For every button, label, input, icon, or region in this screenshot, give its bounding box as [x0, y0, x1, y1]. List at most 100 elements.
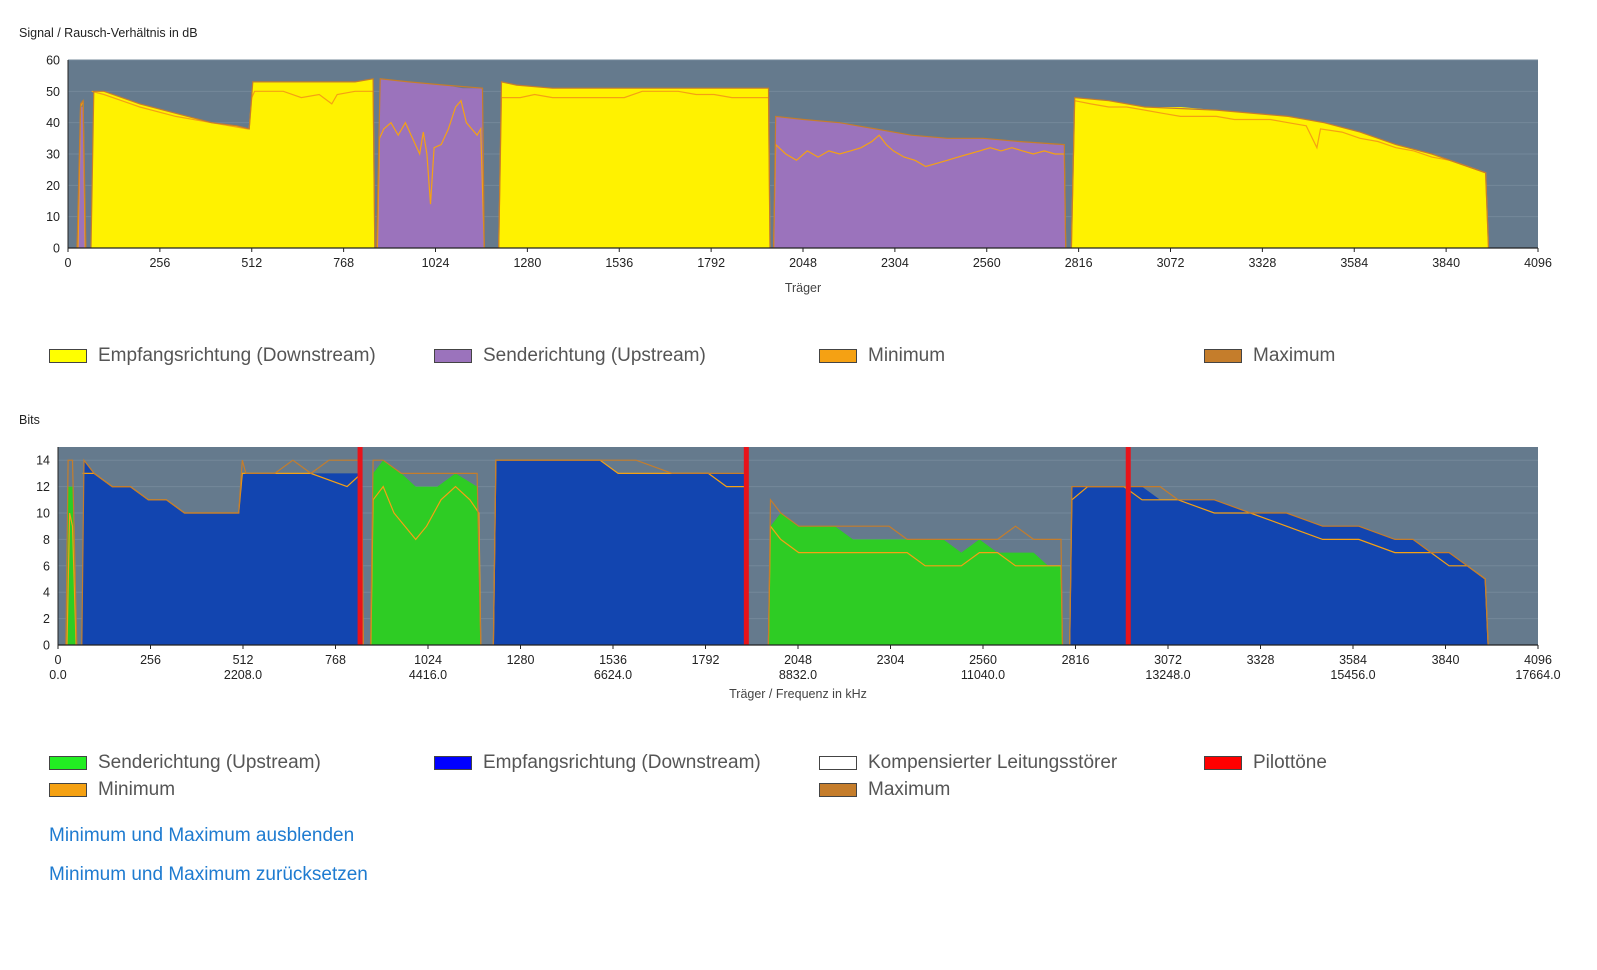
legend-item-minimum[interactable]: Minimum [819, 345, 945, 367]
legend-item-compensated-interference[interactable]: Kompensierter Leitungsstörer [819, 752, 1117, 774]
x-tick-label: 2048 [789, 256, 817, 270]
pilot-tone-marker [743, 447, 749, 645]
x-tick-label: 1536 [605, 256, 633, 270]
x-freq-tick-label: 2208.0 [224, 668, 262, 682]
legend-item-upstream[interactable]: Senderichtung (Upstream) [49, 752, 321, 774]
series-line [767, 498, 1064, 646]
legend-item-maximum[interactable]: Maximum [1204, 345, 1335, 367]
x-tick-label: 2816 [1062, 653, 1090, 667]
snr-legend: Empfangsrichtung (Downstream) Sendericht… [49, 345, 1369, 369]
legend-item-minimum[interactable]: Minimum [49, 779, 175, 801]
bits-chart-ylabel: Bits [19, 413, 40, 427]
y-tick-label: 12 [36, 480, 50, 494]
x-tick-label: 2048 [784, 653, 812, 667]
x-tick-label: 3840 [1432, 256, 1460, 270]
y-tick-label: 0 [53, 242, 60, 256]
series-line [66, 512, 77, 646]
series-area [370, 460, 481, 645]
series-line [498, 81, 771, 249]
legend-label: Senderichtung (Upstream) [98, 752, 321, 773]
x-tick-label: 2560 [973, 256, 1001, 270]
series-area [376, 78, 485, 248]
y-tick-label: 10 [46, 210, 60, 224]
x-axis-label: Träger / Frequenz in kHz [729, 687, 867, 701]
legend-swatch [434, 756, 472, 770]
x-freq-tick-label: 17664.0 [1515, 668, 1560, 682]
y-tick-label: 0 [43, 639, 50, 653]
legend-swatch [1204, 349, 1242, 363]
x-tick-label: 256 [140, 653, 161, 667]
series-line [1070, 99, 1490, 249]
series-line [369, 459, 482, 646]
series-area [1069, 486, 1489, 645]
series-area [1071, 97, 1489, 248]
reset-minmax-link[interactable]: Minimum und Maximum zurücksetzen [49, 864, 368, 885]
x-tick-label: 256 [149, 256, 170, 270]
series-line [81, 458, 364, 646]
series-line [498, 90, 771, 249]
x-freq-tick-label: 6624.0 [594, 668, 632, 682]
series-area [493, 460, 747, 645]
x-tick-label: 1792 [692, 653, 720, 667]
legend-label: Pilottöne [1253, 752, 1327, 773]
legend-item-maximum[interactable]: Maximum [819, 779, 950, 801]
hide-minmax-link[interactable]: Minimum und Maximum ausblenden [49, 825, 355, 846]
series-area [773, 116, 1066, 249]
x-tick-label: 3328 [1247, 653, 1275, 667]
series-line [376, 99, 485, 249]
series-line [767, 524, 1064, 646]
y-tick-label: 14 [36, 454, 50, 468]
x-tick-label: 3072 [1154, 653, 1182, 667]
legend-swatch [1204, 756, 1242, 770]
legend-label: Kompensierter Leitungsstörer [868, 752, 1118, 773]
x-tick-label: 1024 [414, 653, 442, 667]
legend-swatch [819, 349, 857, 363]
x-tick-label: 0 [55, 653, 62, 667]
bits-legend: Senderichtung (Upstream) Empfangsrichtun… [49, 752, 1369, 802]
x-freq-tick-label: 15456.0 [1330, 668, 1375, 682]
legend-swatch [49, 783, 87, 797]
legend-item-downstream[interactable]: Empfangsrichtung (Downstream) [49, 345, 376, 367]
y-tick-label: 10 [36, 507, 50, 521]
legend-swatch [819, 756, 857, 770]
series-area [91, 78, 375, 248]
series-line [773, 115, 1067, 249]
series-line [773, 134, 1067, 249]
x-tick-label: 2304 [881, 256, 909, 270]
x-tick-label: 3584 [1340, 256, 1368, 270]
series-line [1070, 96, 1490, 249]
legend-label: Empfangsrichtung (Downstream) [98, 345, 376, 366]
legend-item-pilot-tones[interactable]: Pilottöne [1204, 752, 1327, 774]
legend-label: Empfangsrichtung (Downstream) [483, 752, 761, 773]
x-tick-label: 1280 [513, 256, 541, 270]
series-line [376, 78, 485, 249]
legend-swatch [49, 756, 87, 770]
series-line [492, 459, 748, 646]
series-area [768, 513, 1063, 645]
y-tick-label: 40 [46, 116, 60, 130]
legend-label: Maximum [868, 779, 951, 800]
y-tick-label: 2 [43, 612, 50, 626]
x-freq-tick-label: 8832.0 [779, 668, 817, 682]
x-tick-label: 1280 [507, 653, 535, 667]
x-tick-label: 512 [233, 653, 254, 667]
snr-chart-ylabel: Signal / Rausch-Verhältnis in dB [19, 26, 198, 40]
series-area [81, 460, 364, 645]
x-tick-label: 3584 [1339, 653, 1367, 667]
legend-label: Senderichtung (Upstream) [483, 345, 706, 366]
x-tick-label: 1792 [697, 256, 725, 270]
x-tick-label: 3072 [1157, 256, 1185, 270]
legend-item-downstream[interactable]: Empfangsrichtung (Downstream) [434, 752, 761, 774]
legend-swatch [434, 349, 472, 363]
series-line [65, 459, 78, 646]
x-freq-tick-label: 4416.0 [409, 668, 447, 682]
series-line [76, 98, 87, 249]
x-tick-label: 3840 [1432, 653, 1460, 667]
x-tick-label: 3328 [1248, 256, 1276, 270]
x-tick-label: 4096 [1524, 653, 1552, 667]
x-tick-label: 768 [333, 256, 354, 270]
legend-item-upstream[interactable]: Senderichtung (Upstream) [434, 345, 706, 367]
x-tick-label: 1536 [599, 653, 627, 667]
x-tick-label: 2304 [877, 653, 905, 667]
y-tick-label: 50 [46, 85, 60, 99]
